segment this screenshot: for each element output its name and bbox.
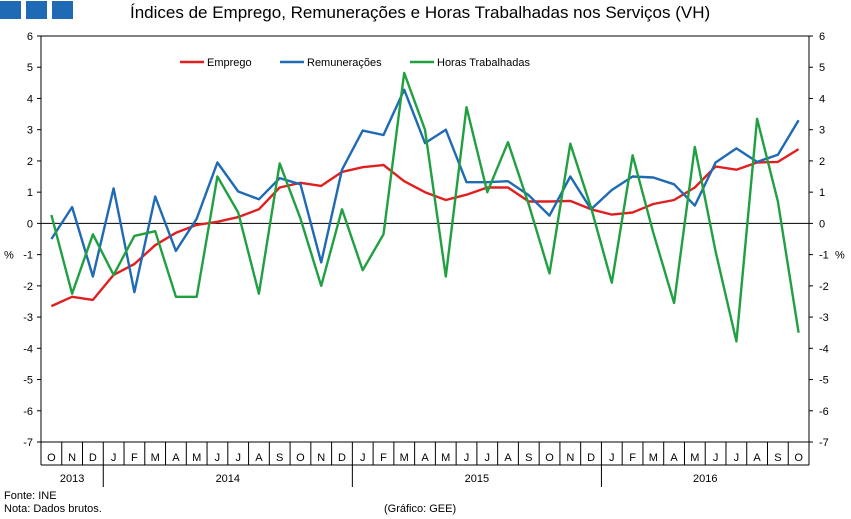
- y-axis-label-right: %: [835, 250, 845, 262]
- logo-square-3: [52, 1, 73, 19]
- chart-title: Índices de Emprego, Remunerações e Horas…: [130, 3, 711, 22]
- year-label: 2016: [693, 473, 717, 485]
- x-tick-label: O: [296, 452, 305, 464]
- y-tick-label-right: 5: [819, 62, 825, 74]
- x-tick-label: A: [172, 452, 180, 464]
- legend-entry: Emprego: [207, 57, 252, 69]
- x-tick-label: F: [380, 452, 387, 464]
- chart-axes: -7 -7 -6 -6 -5 -5 -4 -4 -3 -3 -2 -2 -1 -1 0 0 1 1 2 2 3 3 4 4 5 5…: [4, 31, 845, 487]
- x-tick-label: D: [89, 452, 97, 464]
- x-tick-label: J: [713, 452, 719, 464]
- y-tick-label-left: -4: [23, 343, 33, 355]
- y-axis-label-left: %: [4, 250, 14, 262]
- logo-square-1: [0, 1, 21, 19]
- year-label: 2014: [216, 473, 240, 485]
- series-line-horas-trabalhadas: [50, 71, 800, 343]
- chart-series: [50, 71, 800, 343]
- y-tick-label-right: -2: [819, 281, 829, 293]
- logo-square-2: [26, 1, 47, 19]
- x-tick-label: M: [690, 452, 699, 464]
- y-tick-label-right: -3: [819, 312, 829, 324]
- x-tick-label: J: [609, 452, 615, 464]
- plot-frame: [40, 35, 810, 443]
- x-tick-label: J: [235, 452, 241, 464]
- x-tick-label: M: [151, 452, 160, 464]
- y-tick-label-left: -1: [23, 250, 33, 262]
- y-tick-label-right: 4: [819, 93, 825, 105]
- x-tick-label: A: [753, 452, 761, 464]
- x-tick-label: M: [192, 452, 201, 464]
- y-tick-label-right: -7: [819, 437, 829, 449]
- x-tick-label: O: [545, 452, 554, 464]
- x-tick-label: N: [566, 452, 574, 464]
- x-tick-label: J: [464, 452, 470, 464]
- y-tick-label-right: 6: [819, 31, 825, 43]
- y-tick-label-right: -4: [819, 343, 829, 355]
- y-tick-label-right: 3: [819, 125, 825, 137]
- y-tick-label-right: 0: [819, 218, 825, 230]
- x-tick-label: O: [794, 452, 803, 464]
- series-line-emprego: [50, 148, 800, 308]
- x-tick-label: N: [317, 452, 325, 464]
- x-tick-label: A: [421, 452, 429, 464]
- year-label: 2015: [465, 473, 489, 485]
- source-note: Fonte: INE: [4, 490, 57, 502]
- x-tick-label: S: [276, 452, 283, 464]
- y-tick-label-left: -6: [23, 406, 33, 418]
- x-tick-label: M: [400, 452, 409, 464]
- y-tick-label-right: -1: [819, 250, 829, 262]
- y-tick-label-left: -3: [23, 312, 33, 324]
- y-tick-label-left: 3: [27, 125, 33, 137]
- y-tick-label-right: 2: [819, 156, 825, 168]
- y-tick-label-left: 0: [27, 218, 33, 230]
- y-tick-label-left: -2: [23, 281, 33, 293]
- x-tick-label: A: [670, 452, 678, 464]
- series-line-remunerações: [50, 88, 800, 294]
- x-tick-label: S: [525, 452, 532, 464]
- x-tick-label: M: [441, 452, 450, 464]
- x-tick-label: N: [68, 452, 76, 464]
- y-tick-label-left: 4: [27, 93, 33, 105]
- x-tick-label: S: [774, 452, 781, 464]
- data-note: Nota: Dados brutos.: [4, 503, 102, 515]
- y-tick-label-left: -5: [23, 375, 33, 387]
- x-tick-label: F: [629, 452, 636, 464]
- year-label: 2013: [60, 473, 84, 485]
- x-tick-label: D: [587, 452, 595, 464]
- x-tick-label: D: [338, 452, 346, 464]
- y-tick-label-left: -7: [23, 437, 33, 449]
- x-tick-label: J: [734, 452, 740, 464]
- x-tick-label: J: [215, 452, 221, 464]
- x-tick-label: J: [360, 452, 366, 464]
- chart-credit: (Gráfico: GEE): [384, 503, 457, 515]
- x-tick-label: O: [47, 452, 56, 464]
- y-tick-label-left: 6: [27, 31, 33, 43]
- legend-entry: Remunerações: [307, 57, 382, 69]
- y-tick-label-left: 1: [27, 187, 33, 199]
- legend-entry: Horas Trabalhadas: [437, 57, 530, 69]
- x-tick-label: M: [649, 452, 658, 464]
- chart-legend: Emprego Remunerações Horas Trabalhadas: [180, 57, 530, 69]
- x-tick-label: A: [255, 452, 263, 464]
- x-tick-label: J: [485, 452, 491, 464]
- y-tick-label-left: 2: [27, 156, 33, 168]
- x-tick-label: J: [111, 452, 117, 464]
- x-tick-label: A: [504, 452, 512, 464]
- y-tick-label-left: 5: [27, 62, 33, 74]
- y-tick-label-right: -5: [819, 375, 829, 387]
- y-tick-label-right: 1: [819, 187, 825, 199]
- y-tick-label-right: -6: [819, 406, 829, 418]
- x-tick-label: F: [131, 452, 138, 464]
